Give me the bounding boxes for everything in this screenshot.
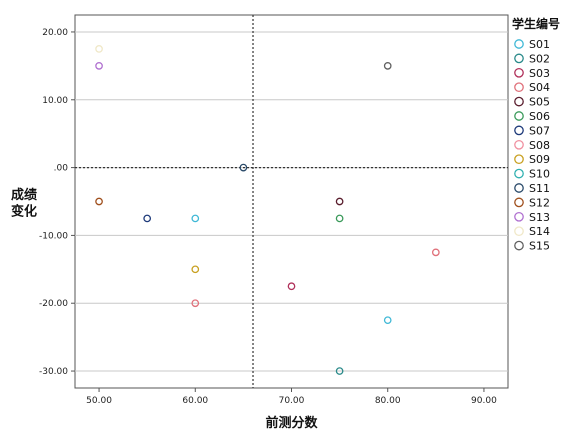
x-tick-label: 80.00	[375, 396, 401, 406]
y-tick-label: .00	[54, 164, 69, 174]
plot-area	[74, 14, 509, 389]
data-point-s13	[95, 62, 103, 70]
legend-label: S14	[529, 225, 550, 238]
data-point-s09	[191, 265, 200, 274]
data-point-s04	[191, 299, 200, 308]
y-axis-title: 成绩变化	[11, 187, 37, 219]
data-point-s01	[191, 214, 200, 223]
data-point-s12	[95, 197, 103, 206]
legend-label: S09	[529, 153, 550, 166]
legend-title: 学生编号	[512, 16, 560, 31]
data-point-s01	[383, 316, 392, 325]
x-tick-label: 50.00	[86, 396, 112, 406]
legend-marker	[514, 197, 524, 208]
y-tick-label: 10.00	[42, 96, 68, 106]
legend-label: S12	[529, 196, 550, 209]
data-point-s06	[335, 214, 344, 223]
legend-marker	[514, 82, 524, 93]
y-tick-label: 20.00	[42, 28, 68, 38]
legend-label: S01	[529, 38, 550, 51]
legend-marker	[514, 168, 524, 179]
x-axis-title: 前测分数	[265, 415, 318, 431]
legend-items: S01S02S03S04S05S06S07S08S09S10S11S12S13S…	[514, 38, 550, 253]
legend-label: S03	[529, 67, 550, 80]
legend-label: S06	[529, 110, 550, 123]
legend-marker	[514, 226, 524, 237]
legend-marker	[514, 240, 524, 251]
legend-marker	[514, 139, 524, 150]
legend: 学生编号 S01S02S03S04S05S06S07S08S09S10S11S1…	[512, 16, 560, 253]
legend-label: S10	[529, 168, 550, 181]
data-points	[95, 45, 440, 375]
data-point-s02	[335, 367, 344, 375]
legend-marker	[514, 67, 524, 78]
data-point-s05	[335, 197, 344, 206]
x-tick-label: 70.00	[279, 396, 305, 406]
y-tick-label: -10.00	[39, 231, 68, 241]
legend-label: S02	[529, 52, 550, 65]
legend-label: S15	[529, 240, 550, 253]
data-point-s07	[143, 214, 152, 223]
legend-label: S11	[529, 182, 550, 195]
y-tick-label: -30.00	[39, 367, 68, 377]
legend-marker	[514, 96, 524, 107]
legend-label: S05	[529, 96, 550, 109]
legend-label: S04	[529, 81, 550, 94]
legend-marker	[514, 125, 524, 136]
x-axis-ticks: 50.00 60.00 70.00 80.00 90.00	[86, 388, 497, 406]
y-tick-label: -20.00	[39, 299, 68, 309]
legend-marker	[514, 111, 524, 121]
legend-marker	[514, 211, 524, 222]
x-tick-label: 60.00	[182, 396, 208, 406]
legend-label: S08	[529, 139, 550, 152]
data-point-s11	[239, 163, 248, 172]
legend-label: S13	[529, 211, 550, 224]
data-point-s14	[95, 45, 103, 53]
data-point-s03	[287, 282, 296, 291]
x-tick-label: 90.00	[471, 396, 497, 406]
y-axis-ticks: 20.00 10.00 .00 -10.00 -20.00 -30.00	[39, 28, 75, 377]
legend-marker	[514, 154, 524, 165]
legend-marker	[514, 53, 524, 64]
legend-label: S07	[529, 124, 550, 137]
legend-marker	[514, 183, 524, 193]
data-point-s15	[383, 62, 392, 70]
data-point-s04	[431, 248, 440, 257]
legend-marker	[514, 39, 524, 49]
reference-lines	[75, 15, 508, 388]
